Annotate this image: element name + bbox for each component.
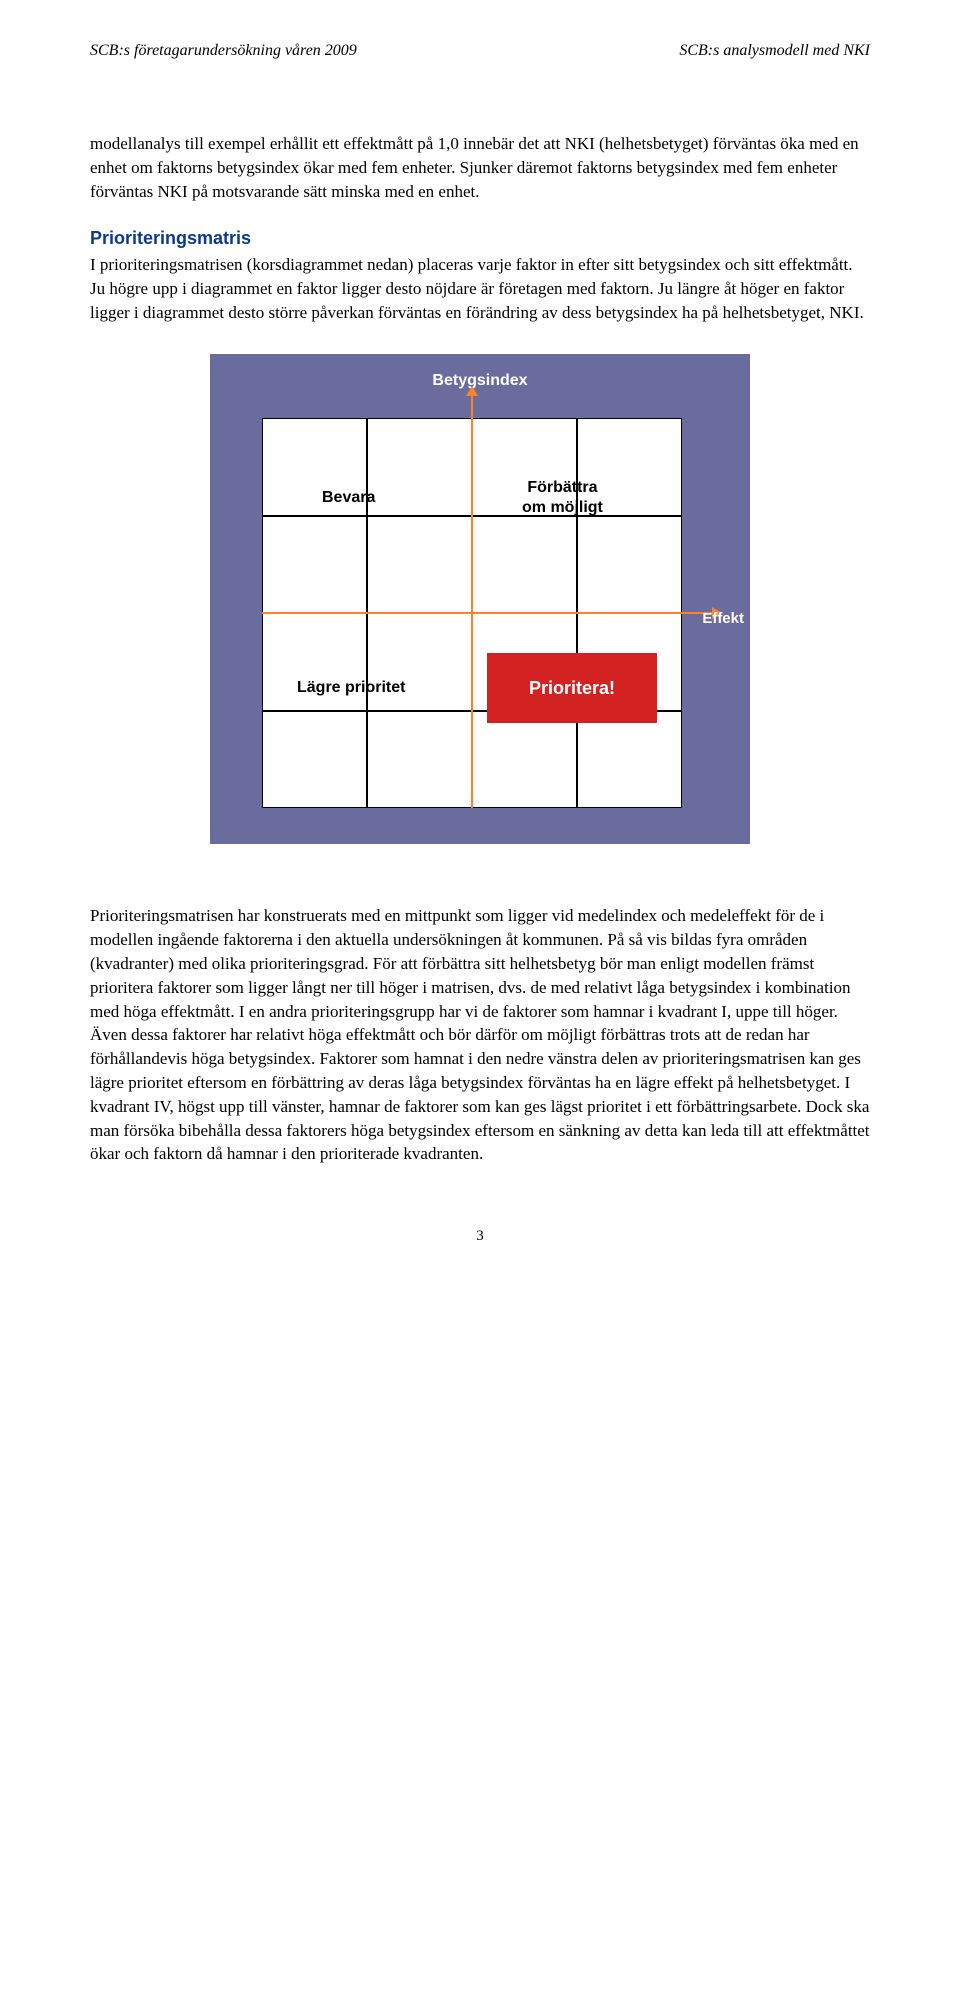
section-heading-prioriteringsmatris: Prioriteringsmatris — [90, 226, 870, 251]
quadrant-label-bevara: Bevara — [322, 488, 375, 507]
header-right: SCB:s analysmodell med NKI — [679, 40, 870, 62]
quadrant-label-forbattra-line2: om möjligt — [522, 499, 603, 516]
y-axis-line — [471, 394, 473, 808]
priority-matrix: Betygsindex Bevara Förbättra om möjlig — [210, 354, 750, 844]
page-header: SCB:s företagarundersökning våren 2009 S… — [90, 40, 870, 62]
intro-paragraph: modellanalys till exempel erhållit ett e… — [90, 132, 870, 203]
header-left: SCB:s företagarundersökning våren 2009 — [90, 40, 357, 62]
page-number: 3 — [90, 1226, 870, 1247]
prioritera-box: Prioritera! — [487, 653, 657, 723]
after-matrix-paragraph: Prioriteringsmatrisen har konstruerats m… — [90, 904, 870, 1166]
quadrant-label-forbattra: Förbättra om möjligt — [522, 478, 603, 516]
priority-matrix-figure: Betygsindex Bevara Förbättra om möjlig — [90, 354, 870, 844]
x-axis-label-effekt: Effekt — [702, 608, 744, 629]
x-axis-line — [262, 612, 714, 614]
y-axis-arrow-icon — [466, 386, 478, 396]
quadrant-label-forbattra-line1: Förbättra — [527, 479, 597, 496]
quadrant-label-lagre-prioritet: Lägre prioritet — [297, 678, 405, 697]
section-body: I prioriteringsmatrisen (korsdiagrammet … — [90, 255, 864, 322]
y-axis-label-betygsindex: Betygsindex — [210, 370, 750, 392]
